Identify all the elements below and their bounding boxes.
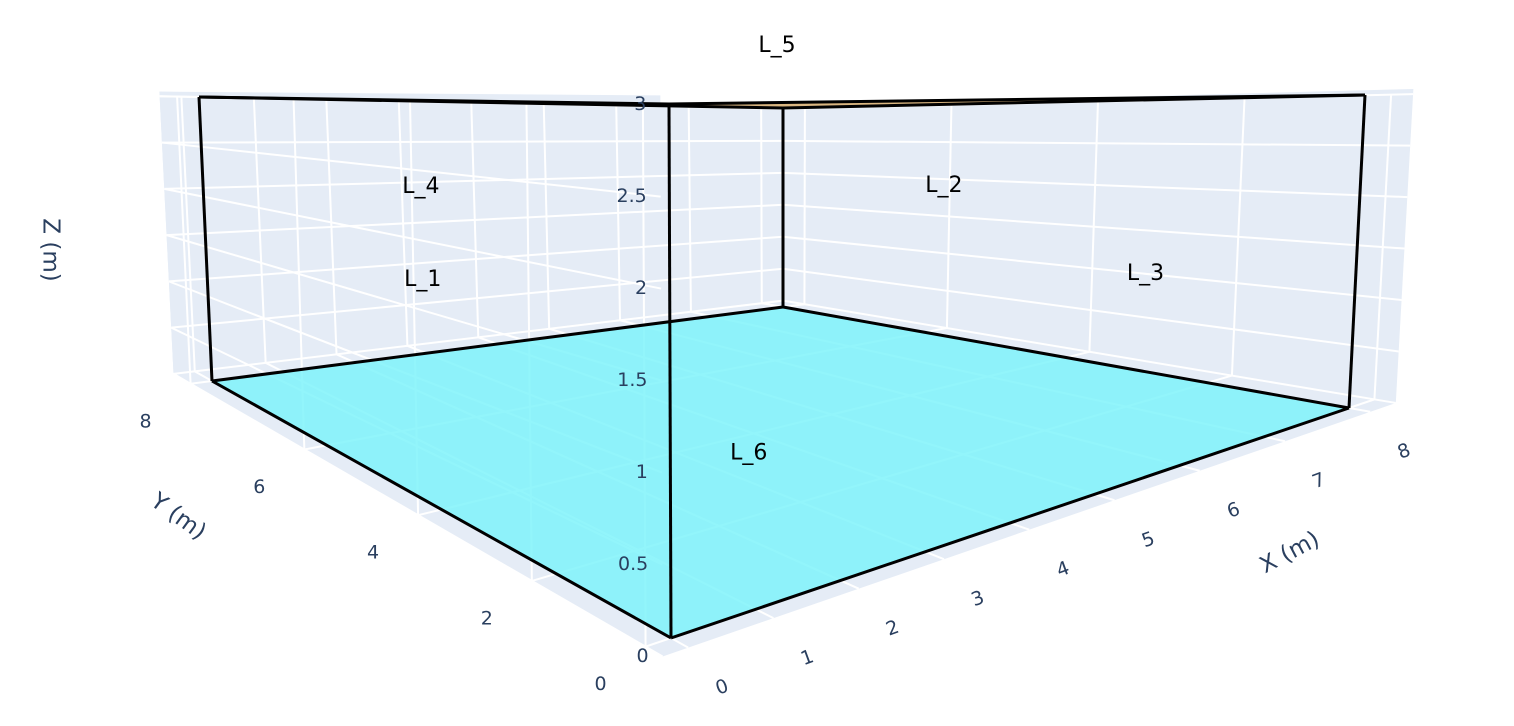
floor-edge	[670, 406, 1350, 640]
y-tick-label: 2	[481, 607, 493, 629]
tick-labels: 0 0.5 1 1.5 2 2.5 3 0 1 2 3 4 5 6 7 8 0 2 4 6 8	[140, 93, 1414, 699]
vertical-edge	[1347, 94, 1367, 409]
ceiling-edge	[198, 95, 670, 106]
y-tick-label: 8	[140, 410, 152, 432]
vertical-edge	[667, 103, 673, 639]
x-tick-label: 7	[1309, 468, 1328, 493]
pane-3	[782, 89, 1414, 403]
grid-x-wall	[252, 98, 267, 363]
surface-label-l_1: L_1	[404, 267, 441, 292]
floor-edge	[211, 379, 672, 640]
floor-edge	[211, 305, 784, 383]
z-tick-label: 3	[634, 93, 646, 115]
floor-edge	[782, 305, 1350, 410]
y-axis-title: Y (m)	[145, 487, 211, 545]
surface-label-l_3: L_3	[1127, 261, 1164, 286]
room-surfaces	[199, 95, 1365, 638]
grid-x-wall	[760, 108, 763, 304]
surface-labels: L_1 L_2 L_3 L_4 L_5 L_6	[402, 33, 1164, 466]
floor-surface	[212, 307, 1349, 638]
pane-2	[159, 91, 784, 374]
surface-label-l_4: L_4	[402, 174, 439, 199]
x-tick-label: 4	[1054, 557, 1073, 582]
surface-label-l_5: L_5	[758, 33, 795, 58]
x-axis-title: X (m)	[1256, 526, 1324, 579]
y-tick-label: 0	[595, 673, 607, 695]
z-axis-title: Z (m)	[38, 218, 64, 281]
z-tick-label: 2	[635, 277, 647, 299]
ceiling-edge	[782, 93, 1366, 110]
grid-x-wall	[687, 107, 692, 312]
surface-label-l_2: L_2	[925, 173, 962, 198]
grid-y-wall	[1088, 101, 1099, 352]
x-tick-label: 1	[798, 645, 817, 670]
z-tick-label: 2.5	[617, 185, 647, 207]
z-tick-label: 0	[637, 645, 649, 667]
grid-x-wall	[397, 101, 409, 346]
grid-y-wall	[945, 104, 953, 329]
grid-y-wall	[1373, 94, 1393, 400]
z-tick-label: 0.5	[618, 553, 648, 575]
grid-x-wall	[470, 102, 480, 338]
grid-x-wall	[325, 99, 338, 355]
surface-label-l_6: L_6	[730, 441, 767, 466]
grid-y-leftwall	[176, 96, 192, 384]
grid-y-wall	[1230, 98, 1246, 376]
room-edges	[197, 93, 1367, 640]
y-tick-label: 4	[367, 542, 379, 564]
ceiling-surface	[199, 95, 1365, 108]
y-tick-label: 6	[253, 476, 265, 498]
x-tick-label: 3	[968, 586, 987, 611]
grid-x-wall	[180, 96, 196, 372]
z-tick-label: 1	[636, 461, 648, 483]
vertical-edge	[197, 96, 214, 382]
grid-x-wall	[615, 105, 622, 321]
x-tick-label: 6	[1224, 498, 1243, 523]
z-tick-label: 1.5	[617, 369, 647, 391]
grid-x-wall	[542, 104, 551, 329]
x-tick-label: 0	[713, 675, 732, 700]
x-tick-label: 2	[883, 616, 902, 641]
x-tick-label: 5	[1139, 527, 1158, 552]
x-tick-label: 8	[1395, 439, 1414, 464]
